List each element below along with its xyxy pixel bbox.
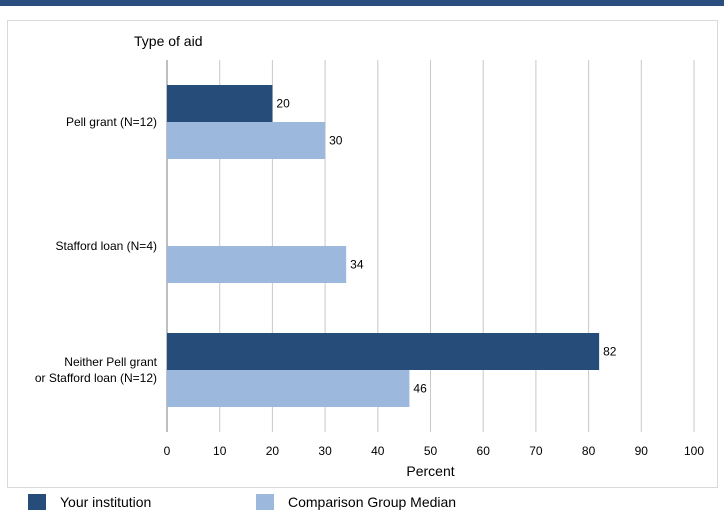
legend-item-comparison-group: Comparison Group Median [256, 494, 456, 510]
x-tick-label: 50 [424, 444, 438, 458]
legend-label-comparison-group: Comparison Group Median [288, 494, 457, 510]
bar [167, 370, 410, 407]
x-tick-label: 90 [635, 444, 649, 458]
chart-title: Type of aid [134, 33, 203, 49]
legend-swatch-your-institution [28, 494, 46, 510]
top-accent-bar [0, 0, 724, 6]
category-label: Stafford loan (N=4) [55, 239, 157, 253]
x-tick-label: 40 [371, 444, 385, 458]
x-tick-label: 10 [213, 444, 227, 458]
x-tick-label: 80 [582, 444, 596, 458]
data-label: 46 [413, 382, 427, 396]
legend-label-your-institution: Your institution [60, 494, 152, 510]
x-tick-label: 70 [529, 444, 543, 458]
x-tick-label: 60 [477, 444, 491, 458]
x-tick-label: 100 [684, 444, 704, 458]
legend-swatch-comparison-group [256, 494, 274, 510]
x-tick-label: 20 [266, 444, 280, 458]
chart-panel [7, 20, 718, 488]
bar [167, 246, 347, 283]
data-label: 30 [329, 134, 343, 148]
bar [167, 85, 273, 122]
category-label: Pell grant (N=12) [66, 115, 157, 129]
bar-chart: 0 10 20 30 40 50 60 70 80 90 100 Type of aid Percent… [35, 33, 705, 479]
category-label: or Stafford loan (N=12) [35, 371, 157, 385]
bar [167, 333, 600, 370]
category-label: Neither Pell grant [64, 355, 157, 369]
data-label: 82 [603, 345, 617, 359]
data-label: 20 [276, 97, 290, 111]
x-axis-label: Percent [406, 463, 454, 479]
legend-item-your-institution: Your institution [28, 494, 151, 510]
x-tick-label: 30 [318, 444, 332, 458]
data-label: 34 [350, 258, 364, 272]
legend: Your institution Comparison Group Median [0, 494, 724, 516]
bar [167, 122, 326, 159]
x-tick-label: 0 [164, 444, 171, 458]
